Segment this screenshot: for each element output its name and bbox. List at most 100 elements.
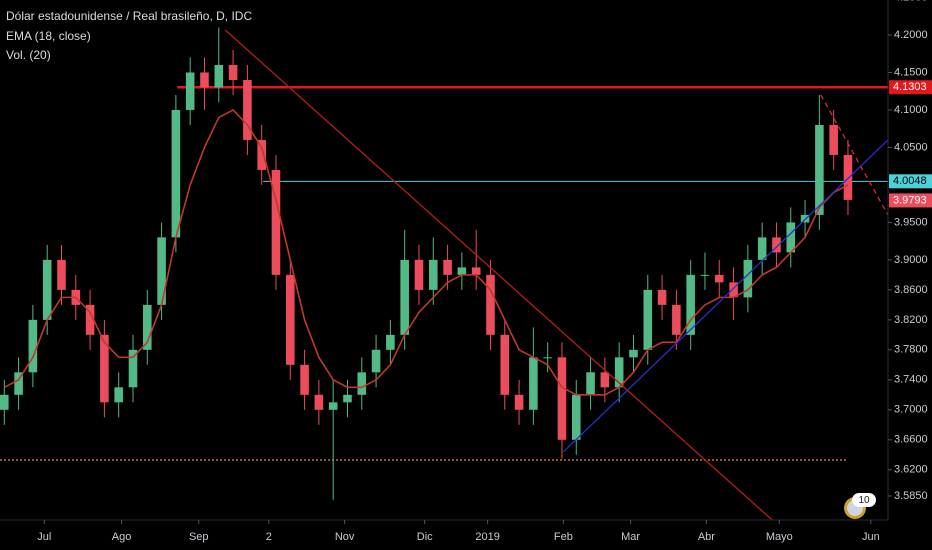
y-tick-label: 3.6200 [894, 464, 928, 476]
y-tick-label: 3.9000 [894, 254, 928, 266]
x-tick-label: Feb [554, 531, 573, 543]
candle-body [28, 319, 38, 373]
candle-body [757, 237, 767, 260]
y-tick-label: 3.5850 [894, 490, 928, 502]
candle-body [200, 72, 209, 88]
x-tick-label: Mar [621, 531, 640, 543]
candle-body [142, 304, 152, 350]
candle-body [314, 394, 324, 410]
badge[interactable]: 10 [844, 493, 876, 519]
y-tick-label: 3.8200 [894, 314, 928, 326]
candle-body [14, 372, 23, 395]
y-tick-label: 4.1000 [894, 104, 928, 116]
candle-body [714, 274, 724, 283]
price-label: 4.1303 [893, 81, 927, 93]
candle-body [543, 357, 552, 359]
x-tick-label: Dic [417, 531, 433, 543]
candle-body [529, 357, 538, 410]
candle-body [0, 394, 9, 410]
x-tick-label: Nov [335, 531, 355, 543]
price-label: 4.0048 [893, 175, 927, 187]
candle-body [815, 124, 824, 215]
x-tick-label: Sep [189, 531, 209, 543]
candle-body [428, 259, 438, 290]
candle-body [85, 304, 95, 335]
candle-body [228, 64, 238, 80]
candle-body [414, 259, 424, 290]
badge-count: 10 [858, 495, 870, 506]
candle-body [729, 282, 738, 298]
candle-body [57, 259, 66, 290]
candle-body [371, 349, 381, 373]
candle-body [586, 372, 595, 395]
price-label-bg [889, 80, 932, 95]
trend-line [820, 94, 889, 216]
badge-bubble [852, 493, 876, 507]
y-tick-label: 4.2000 [894, 29, 928, 41]
x-tick-label: Abr [698, 531, 715, 543]
candle-body [128, 349, 138, 388]
plot-area [0, 27, 889, 521]
x-tick-label: Jul [37, 531, 51, 543]
candle-body [772, 237, 781, 253]
candle-body [400, 259, 409, 335]
candle-body [486, 274, 495, 335]
candle-body [686, 274, 695, 335]
candle-body [243, 79, 252, 140]
x-tick-label: Mayo [766, 531, 793, 543]
indicator-label: EMA (18, close) [6, 29, 91, 43]
candle-body [471, 267, 481, 275]
candle-body [100, 334, 109, 403]
x-tick-label: 2 [266, 531, 272, 543]
x-tick-label: 2019 [475, 531, 499, 543]
candle-body [343, 394, 352, 403]
y-tick-label: 3.7800 [894, 344, 928, 356]
candle-body [157, 237, 166, 305]
candle-body [271, 169, 281, 275]
candle-body [500, 334, 510, 395]
y-tick-label: 4.1500 [894, 66, 928, 78]
candle-body [357, 372, 367, 395]
x-tick-label: Ago [112, 531, 132, 543]
candle-body [743, 259, 753, 298]
y-tick-label: 3.6600 [894, 434, 928, 446]
candle-body [42, 259, 52, 320]
candle-body [800, 214, 810, 223]
candle-body [657, 289, 667, 305]
candle-body [643, 289, 653, 350]
y-tick-label: 3.7400 [894, 374, 928, 386]
price-label-bg [889, 193, 932, 208]
candle-body [386, 334, 395, 350]
indicator-label: Vol. (20) [6, 48, 51, 62]
candle-body [843, 154, 853, 200]
candle-body [629, 349, 638, 358]
candle-body [171, 109, 181, 238]
y-tick-label: 3.9500 [894, 216, 928, 228]
candle-body [285, 274, 295, 365]
candle-body [300, 364, 309, 395]
candle-body [557, 357, 567, 440]
price-label: 3.9793 [893, 194, 927, 206]
candle-body [328, 402, 338, 410]
trend-line [562, 139, 889, 453]
candle-body [786, 222, 796, 253]
y-tick-label: 4.0500 [894, 141, 928, 153]
candle-body [571, 394, 581, 440]
candle-body [257, 139, 266, 170]
candle-body [829, 124, 838, 155]
trend-line [224, 29, 773, 521]
price-label-bg [889, 174, 932, 189]
y-tick-label: 4.2500 [894, 0, 928, 3]
candle-body [700, 274, 710, 276]
y-tick-label: 3.7000 [894, 404, 928, 416]
candle-body [514, 394, 524, 410]
ema-line [3, 108, 849, 396]
chart-title: Dólar estadounidense / Real brasileño, D… [6, 9, 252, 23]
candle-body [114, 387, 123, 403]
candle-body [672, 304, 681, 335]
candle-body [457, 267, 467, 275]
candle-body [600, 372, 610, 388]
y-tick-label: 3.8600 [894, 284, 928, 296]
candle-body [614, 357, 624, 388]
